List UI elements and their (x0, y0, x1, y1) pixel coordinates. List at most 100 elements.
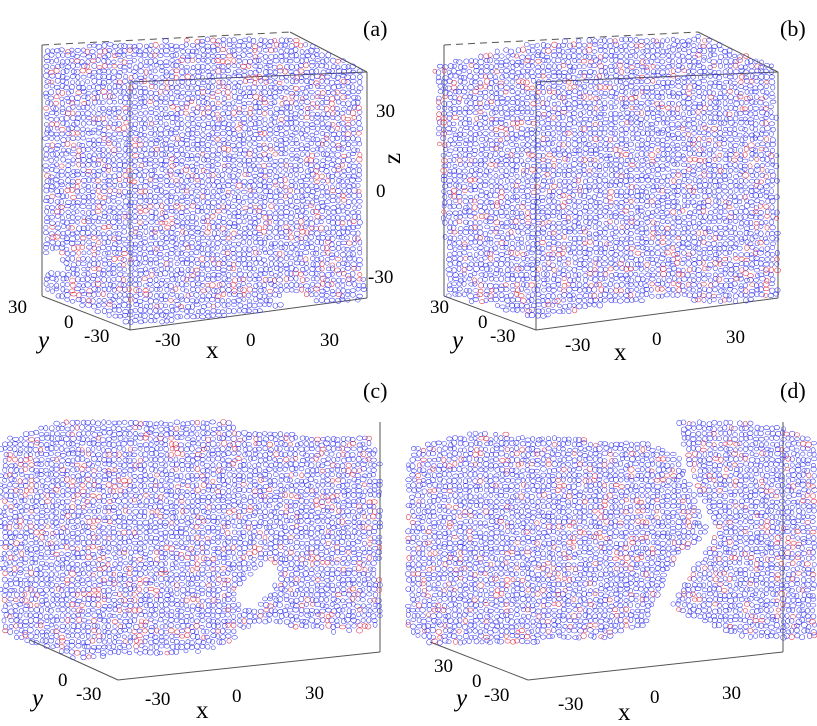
mesh-cell (545, 136, 551, 143)
mesh-cell (608, 67, 614, 74)
mesh-cell (323, 99, 330, 106)
mesh-cell (168, 85, 176, 90)
mesh-cell (299, 244, 306, 251)
mesh-cell (334, 89, 340, 95)
mesh-cell (163, 111, 169, 117)
mesh-cell (81, 266, 87, 272)
mesh-cell (483, 68, 490, 74)
mesh-cell (741, 106, 748, 111)
mesh-cell (195, 116, 202, 121)
mesh-cell (344, 125, 351, 131)
mesh-cell (299, 114, 305, 120)
mesh-cell (509, 172, 514, 177)
mesh-cell (198, 105, 205, 111)
mesh-cell (461, 156, 468, 162)
mesh-cell (618, 95, 626, 101)
mesh-cell (642, 174, 650, 179)
mesh-cell (446, 177, 453, 184)
mesh-cell (137, 95, 145, 102)
mesh-cell (654, 42, 662, 49)
mesh-cell (49, 142, 56, 149)
mesh-cell (106, 270, 113, 277)
mesh-cell (235, 218, 243, 225)
mesh-cell (303, 114, 311, 120)
mesh-cell (748, 89, 755, 95)
mesh-cell (498, 137, 504, 143)
mesh-cell (331, 166, 337, 173)
mesh-cell (535, 114, 541, 121)
mesh-cell (95, 130, 102, 136)
mesh-cell (722, 156, 729, 163)
mesh-cell (148, 168, 155, 174)
mesh-cell (162, 130, 170, 137)
mesh-cell (80, 166, 87, 173)
mesh-cell (203, 208, 210, 214)
mesh-cell (180, 54, 186, 60)
mesh-cell (482, 172, 488, 178)
mesh-cell (634, 115, 640, 121)
mesh-cell (209, 235, 215, 241)
mesh-cell (565, 172, 572, 178)
mesh-cell (210, 105, 218, 111)
mesh-cell (69, 299, 76, 304)
mesh-cell (727, 68, 733, 74)
mesh-cell (127, 223, 134, 230)
mesh-cell (310, 250, 316, 256)
mesh-cell (142, 307, 148, 313)
mesh-cell (85, 94, 91, 101)
mesh-cell (122, 272, 129, 278)
mesh-cell (648, 122, 655, 127)
mesh-cell (588, 59, 594, 65)
mesh-cell (716, 178, 724, 184)
mesh-cell (74, 169, 81, 174)
mesh-cell (765, 162, 771, 167)
mesh-cell (498, 174, 505, 179)
mesh-cell (100, 271, 107, 277)
mesh-cell (344, 146, 352, 152)
mesh-cell (707, 119, 714, 125)
mesh-cell (142, 204, 148, 209)
mesh-cell (209, 90, 216, 96)
mesh-cell (80, 239, 86, 246)
mesh-cell (607, 162, 613, 168)
mesh-cell (319, 261, 325, 268)
mesh-cell (226, 135, 232, 141)
mesh-cell (720, 183, 728, 190)
mesh-cell (253, 260, 259, 267)
mesh-cell (226, 292, 233, 297)
mesh-cell (261, 271, 268, 276)
mesh-cell (162, 161, 169, 168)
mesh-cell (74, 200, 81, 206)
mesh-cell (230, 163, 237, 169)
mesh-cell (242, 171, 249, 178)
mesh-cell (690, 121, 697, 126)
mesh-cell (84, 229, 92, 236)
mesh-cell (597, 146, 604, 152)
mesh-cell (313, 286, 320, 292)
mesh-cell (518, 120, 525, 125)
mesh-cell (122, 296, 130, 303)
mesh-cell (105, 125, 111, 130)
mesh-cell (189, 210, 197, 216)
mesh-cell (330, 177, 335, 184)
mesh-cell (178, 117, 184, 122)
mesh-cell (194, 235, 202, 242)
mesh-cell (75, 297, 83, 303)
mesh-cell (335, 193, 342, 198)
mesh-cell (268, 271, 274, 277)
mesh-cell (530, 63, 535, 69)
mesh-cell (122, 219, 129, 226)
mesh-cell (664, 120, 670, 126)
mesh-cell (105, 163, 112, 169)
mesh-cell (184, 95, 191, 102)
mesh-cell (102, 163, 108, 169)
mesh-cell (289, 93, 295, 100)
mesh-cell (525, 157, 531, 163)
mesh-cell (319, 193, 325, 199)
mesh-cell (141, 276, 148, 282)
mesh-cell (318, 239, 324, 246)
mesh-cell (195, 80, 201, 86)
mesh-cell (614, 78, 620, 85)
mesh-cell (106, 63, 113, 69)
mesh-cell (446, 130, 453, 136)
